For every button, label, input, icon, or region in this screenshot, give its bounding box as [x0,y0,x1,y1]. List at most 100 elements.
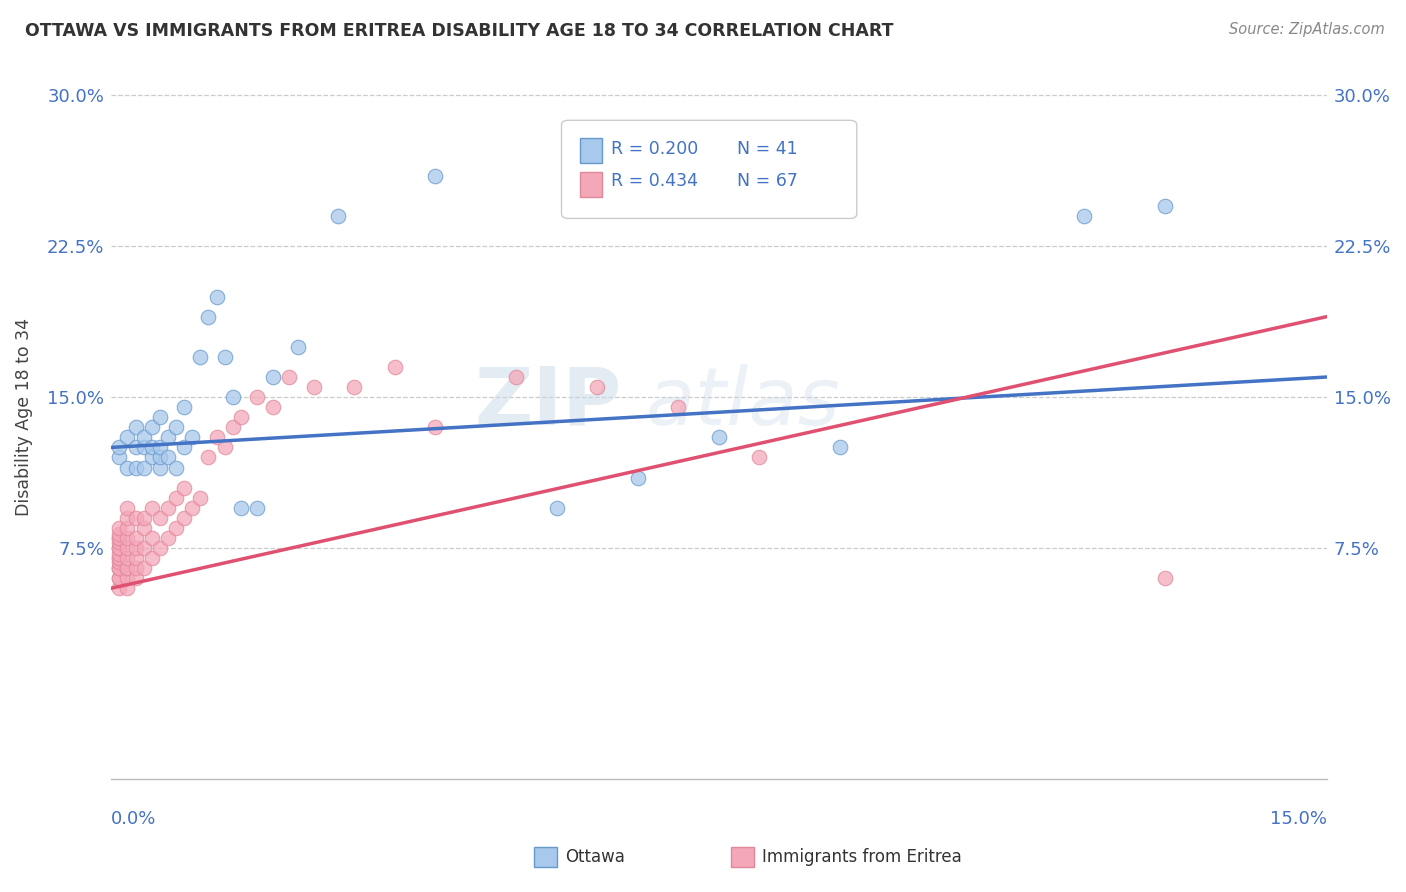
Point [181,500,204,515]
Point [108,541,131,555]
Point [156,500,179,515]
Text: OTTAWA VS IMMIGRANTS FROM ERITREA DISABILITY AGE 18 TO 34 CORRELATION CHART: OTTAWA VS IMMIGRANTS FROM ERITREA DISABI… [25,22,894,40]
Text: ZIP: ZIP [474,364,621,442]
Point [132,430,155,444]
Point [173,481,195,495]
Point [124,441,146,455]
Point [124,551,146,566]
Point [149,450,172,465]
Point [132,541,155,555]
Point [141,420,163,434]
Point [262,370,284,384]
Point [165,491,187,505]
Point [188,491,211,505]
Point [1153,199,1175,213]
Point [173,401,195,415]
Point [830,441,852,455]
Point [124,541,146,555]
Point [149,541,172,555]
Point [117,521,139,535]
Point [262,401,284,415]
Point [246,390,269,404]
Point [278,370,301,384]
Text: R = 0.434: R = 0.434 [610,172,697,190]
Text: N = 41: N = 41 [737,140,797,158]
Point [117,541,139,555]
Point [149,460,172,475]
Text: Ottawa: Ottawa [565,848,626,866]
Point [149,441,172,455]
Point [117,581,139,595]
Point [1153,571,1175,585]
Point [229,410,252,425]
Text: Immigrants from Eritrea: Immigrants from Eritrea [762,848,962,866]
Point [149,511,172,525]
Point [222,390,245,404]
Point [117,531,139,545]
Point [117,511,139,525]
Point [384,359,406,374]
Point [205,430,228,444]
Point [425,169,447,183]
Point [141,450,163,465]
Point [108,571,131,585]
Point [108,551,131,566]
Point [108,555,131,569]
Point [197,450,219,465]
Point [108,581,131,595]
Point [132,511,155,525]
Point [505,370,527,384]
Point [173,441,195,455]
Point [197,310,219,324]
Point [108,561,131,575]
Point [668,401,690,415]
Point [108,531,131,545]
Point [302,380,325,394]
Point [287,340,309,354]
Point [124,571,146,585]
Point [214,350,236,364]
Point [117,430,139,444]
Point [108,547,131,561]
Point [117,561,139,575]
Point [117,551,139,566]
Text: R = 0.200: R = 0.200 [610,140,697,158]
Point [165,460,187,475]
Point [117,500,139,515]
Text: atlas: atlas [645,364,841,442]
Point [141,531,163,545]
Point [546,500,568,515]
Point [124,561,146,575]
Point [117,460,139,475]
Point [156,450,179,465]
Y-axis label: Disability Age 18 to 34: Disability Age 18 to 34 [15,318,32,516]
Point [132,460,155,475]
Point [108,535,131,549]
Point [214,441,236,455]
Point [108,450,131,465]
Point [181,430,204,444]
Point [108,571,131,585]
Point [707,430,730,444]
Point [108,541,131,555]
Point [222,420,245,434]
Point [117,561,139,575]
Point [326,209,349,223]
Point [117,571,139,585]
Text: 15.0%: 15.0% [1270,810,1327,828]
Point [156,531,179,545]
Point [1073,209,1095,223]
Point [165,420,187,434]
Point [124,531,146,545]
Point [108,521,131,535]
Point [124,420,146,434]
Point [132,521,155,535]
Point [246,500,269,515]
Point [132,441,155,455]
Text: 0.0%: 0.0% [111,810,156,828]
Point [108,551,131,566]
Point [586,380,609,394]
Point [229,500,252,515]
Point [108,561,131,575]
Point [188,350,211,364]
